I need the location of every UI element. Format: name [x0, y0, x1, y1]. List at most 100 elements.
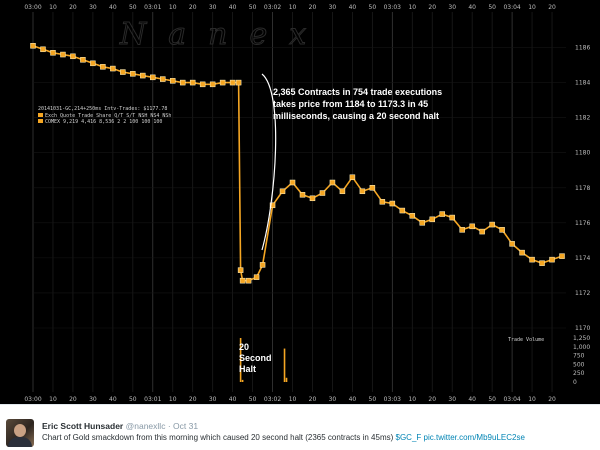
price-point	[40, 46, 46, 53]
x-tick-bottom: 03:04	[503, 396, 520, 403]
tweet-text: Chart of Gold smackdown from this mornin…	[42, 433, 525, 442]
volume-label: Trade Volume	[508, 337, 544, 343]
x-tick-top: 20	[189, 4, 197, 11]
price-tick: 1170	[575, 325, 590, 332]
price-point	[219, 79, 226, 86]
avatar-face	[14, 424, 26, 437]
volume-bar	[285, 377, 288, 382]
price-point	[179, 79, 186, 86]
volume-bar	[241, 379, 244, 382]
price-point	[339, 188, 346, 195]
tweet-date[interactable]: Oct 31	[173, 421, 199, 431]
x-tick-bottom: 03:00	[24, 396, 41, 403]
price-point	[549, 256, 555, 263]
price-point	[237, 267, 244, 273]
price-point	[409, 213, 416, 219]
annotation-bracket	[261, 73, 277, 251]
author-handle[interactable]: @nanexllc	[125, 421, 166, 431]
price-point	[319, 190, 326, 196]
x-tick-bottom: 40	[229, 396, 237, 403]
price-point	[259, 262, 266, 268]
price-point	[169, 78, 176, 84]
price-tick: 1178	[575, 185, 590, 192]
symbol-legend: 20141031-GC,214+250ms Intv-Trades: $1177…	[38, 106, 171, 125]
x-tick-bottom: 10	[528, 396, 536, 403]
price-point	[379, 199, 386, 205]
price-point	[509, 241, 515, 247]
price-point	[519, 249, 525, 256]
price-tick: 1186	[575, 45, 590, 52]
price-point	[130, 71, 136, 77]
x-tick-top: 03:01	[144, 4, 161, 11]
x-tick-top: 40	[468, 4, 476, 11]
annotation-line-3: milliseconds, causing a 20 second halt	[273, 111, 439, 121]
author-name[interactable]: Eric Scott Hunsader	[42, 421, 124, 431]
tweet-header: Eric Scott Hunsader @nanexllc · Oct 31	[42, 421, 198, 431]
volume-tick: 250	[573, 370, 585, 377]
x-tick-bottom: 40	[109, 396, 117, 403]
x-tick-top: 50	[249, 4, 257, 11]
legend-line-2: Exch Quote Trade Share Q/T S/T NSH NS4 N…	[45, 113, 171, 119]
price-point	[120, 69, 126, 75]
x-tick-top: 10	[289, 4, 297, 11]
x-tick-top: 40	[349, 4, 357, 11]
price-chart: Nanex 03:00 10 20 30 40 50 03:01 10 20 30 40 50 03:0…	[0, 0, 600, 404]
price-point	[489, 221, 495, 228]
x-tick-top: 30	[448, 4, 456, 11]
price-point	[245, 277, 252, 284]
volume-tick: 0	[573, 379, 577, 386]
x-tick-top: 20	[69, 4, 77, 11]
chart-watermark: Nanex	[119, 17, 328, 52]
price-point	[30, 43, 36, 49]
x-tick-bottom: 20	[548, 396, 556, 403]
price-tick: 1174	[575, 255, 590, 262]
price-point	[80, 57, 86, 63]
price-point	[239, 277, 246, 284]
x-tick-top: 20	[309, 4, 317, 11]
price-point	[529, 256, 535, 263]
x-tick-bottom: 30	[89, 396, 97, 403]
price-point	[469, 223, 475, 230]
price-tick: 1184	[575, 80, 590, 87]
price-point	[309, 195, 316, 202]
media-link[interactable]: pic.twitter.com/Mb9uLEC2se	[423, 433, 525, 442]
annotation-text: 2,365 Contracts in 754 trade executions …	[273, 87, 442, 121]
price-point	[299, 192, 306, 198]
price-point	[479, 228, 485, 235]
cashtag-link[interactable]: $GC_F	[395, 433, 422, 442]
price-point	[559, 253, 565, 259]
x-tick-top: 10	[169, 4, 177, 11]
x-tick-bottom: 03:01	[144, 396, 161, 403]
price-point	[369, 185, 376, 191]
x-tick-top: 30	[329, 4, 337, 11]
avatar-shoulders	[8, 437, 32, 447]
tweet-card[interactable]: Eric Scott Hunsader @nanexllc · Oct 31 C…	[0, 404, 600, 450]
price-point	[140, 72, 146, 79]
price-line	[32, 45, 563, 282]
volume-tick: 1,250	[573, 335, 590, 342]
halt-label-line-3: Halt	[239, 364, 256, 374]
price-point	[150, 74, 156, 81]
price-point	[389, 200, 396, 207]
x-tick-bottom: 30	[329, 396, 337, 403]
price-point	[189, 79, 196, 86]
avatar[interactable]	[6, 419, 34, 447]
price-point	[253, 274, 260, 280]
x-tick-bottom: 03:03	[384, 396, 401, 403]
price-point	[289, 179, 296, 186]
annotation-line-1: 2,365 Contracts in 754 trade executions	[273, 87, 442, 97]
halt-label-line-1: 20	[239, 342, 249, 352]
x-tick-top: 10	[408, 4, 416, 11]
price-point	[399, 207, 406, 214]
halt-label-line-2: Second	[239, 353, 272, 363]
x-tick-top: 40	[109, 4, 117, 11]
x-tick-top: 20	[428, 4, 436, 11]
price-point	[419, 220, 426, 226]
legend-line-3: COMEX 9,219 4,416 8,536 2 2 100 100 100	[45, 119, 162, 125]
price-point	[50, 50, 56, 56]
price-point	[229, 79, 236, 86]
price-tick: 1172	[575, 290, 590, 297]
price-tick: 1176	[575, 220, 590, 227]
price-point	[209, 81, 216, 88]
volume-bar	[283, 348, 286, 382]
